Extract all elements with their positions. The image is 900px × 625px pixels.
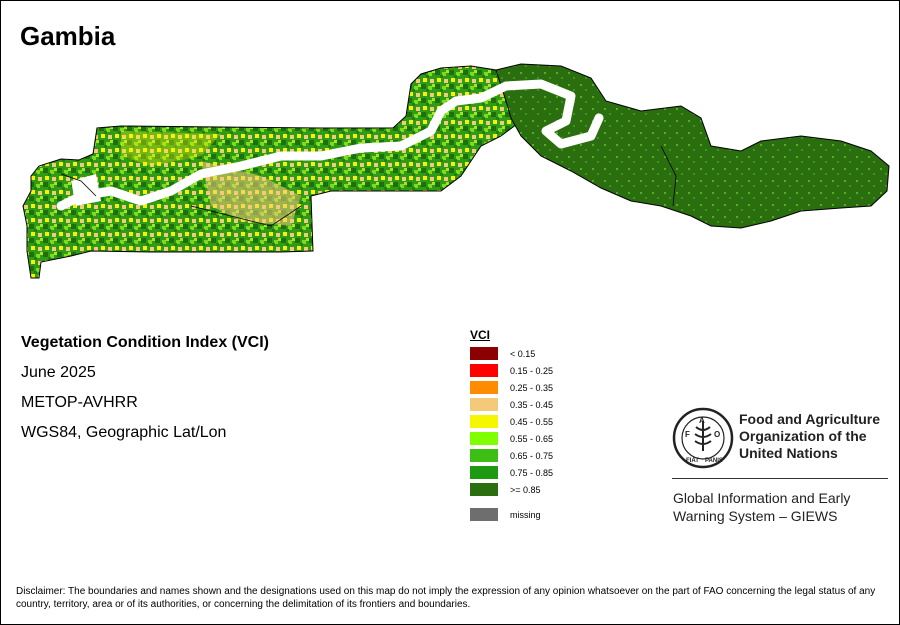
legend-item: 0.15 - 0.25 [470, 362, 553, 379]
gambia-west-region [22, 65, 522, 279]
vci-yellow-patch [121, 131, 221, 166]
fao-logo-letter-o: O [714, 430, 720, 439]
fao-organization-name: Food and Agriculture Organization of the… [739, 411, 881, 461]
legend-item: 0.55 - 0.65 [470, 430, 553, 447]
legend-swatch [470, 508, 498, 521]
gambia-river [56, 79, 604, 211]
disclaimer: Disclaimer: The boundaries and names sho… [16, 586, 876, 610]
fao-logo-motto-1: FIAT [686, 458, 699, 464]
legend-item: 0.45 - 0.55 [470, 413, 553, 430]
fao-logo-motto-2: PANIS [705, 458, 723, 464]
legend-swatch [470, 381, 498, 394]
legend-swatch [470, 347, 498, 360]
map-title: Gambia [20, 21, 116, 51]
period: June 2025 [21, 364, 96, 381]
gambia-vci-map [22, 63, 890, 279]
legend-swatch [470, 364, 498, 377]
legend-swatch [470, 415, 498, 428]
legend-item: 0.35 - 0.45 [470, 396, 553, 413]
sensor: METOP-AVHRR [21, 394, 138, 411]
legend-item: 0.75 - 0.85 [470, 464, 553, 481]
map-info: Vegetation Condition Index (VCI) June 20… [21, 332, 269, 452]
legend-title: VCI [470, 328, 491, 342]
legend-item-missing: missing [470, 506, 553, 523]
fao-logo-letter-a: A [699, 416, 705, 425]
legend-item: >= 0.85 [470, 481, 553, 498]
fao-logo-icon: F A O FIAT PANIS [672, 407, 734, 469]
legend-item: 0.65 - 0.75 [470, 447, 553, 464]
divider [672, 478, 888, 479]
legend-swatch [470, 432, 498, 445]
projection: WGS84, Geographic Lat/Lon [21, 424, 227, 441]
vci-legend: VCI < 0.15 0.15 - 0.25 0.25 - 0.35 0.35 … [470, 328, 553, 523]
fao-logo-letter-f: F [685, 430, 690, 439]
legend-item: < 0.15 [470, 345, 553, 362]
index-name: Vegetation Condition Index (VCI) [21, 334, 269, 351]
internal-boundary-3 [60, 173, 97, 197]
gambia-east-region [495, 63, 890, 229]
internal-boundary-1 [660, 145, 677, 207]
legend-swatch [470, 483, 498, 496]
giews-name: Global Information and Early Warning Sys… [673, 490, 851, 524]
legend-swatch [470, 466, 498, 479]
vci-dry-patch [201, 161, 301, 226]
legend-swatch [470, 398, 498, 411]
internal-boundary-2 [190, 205, 302, 227]
river-estuary [71, 174, 101, 206]
legend-swatch [470, 449, 498, 462]
legend-item: 0.25 - 0.35 [470, 379, 553, 396]
